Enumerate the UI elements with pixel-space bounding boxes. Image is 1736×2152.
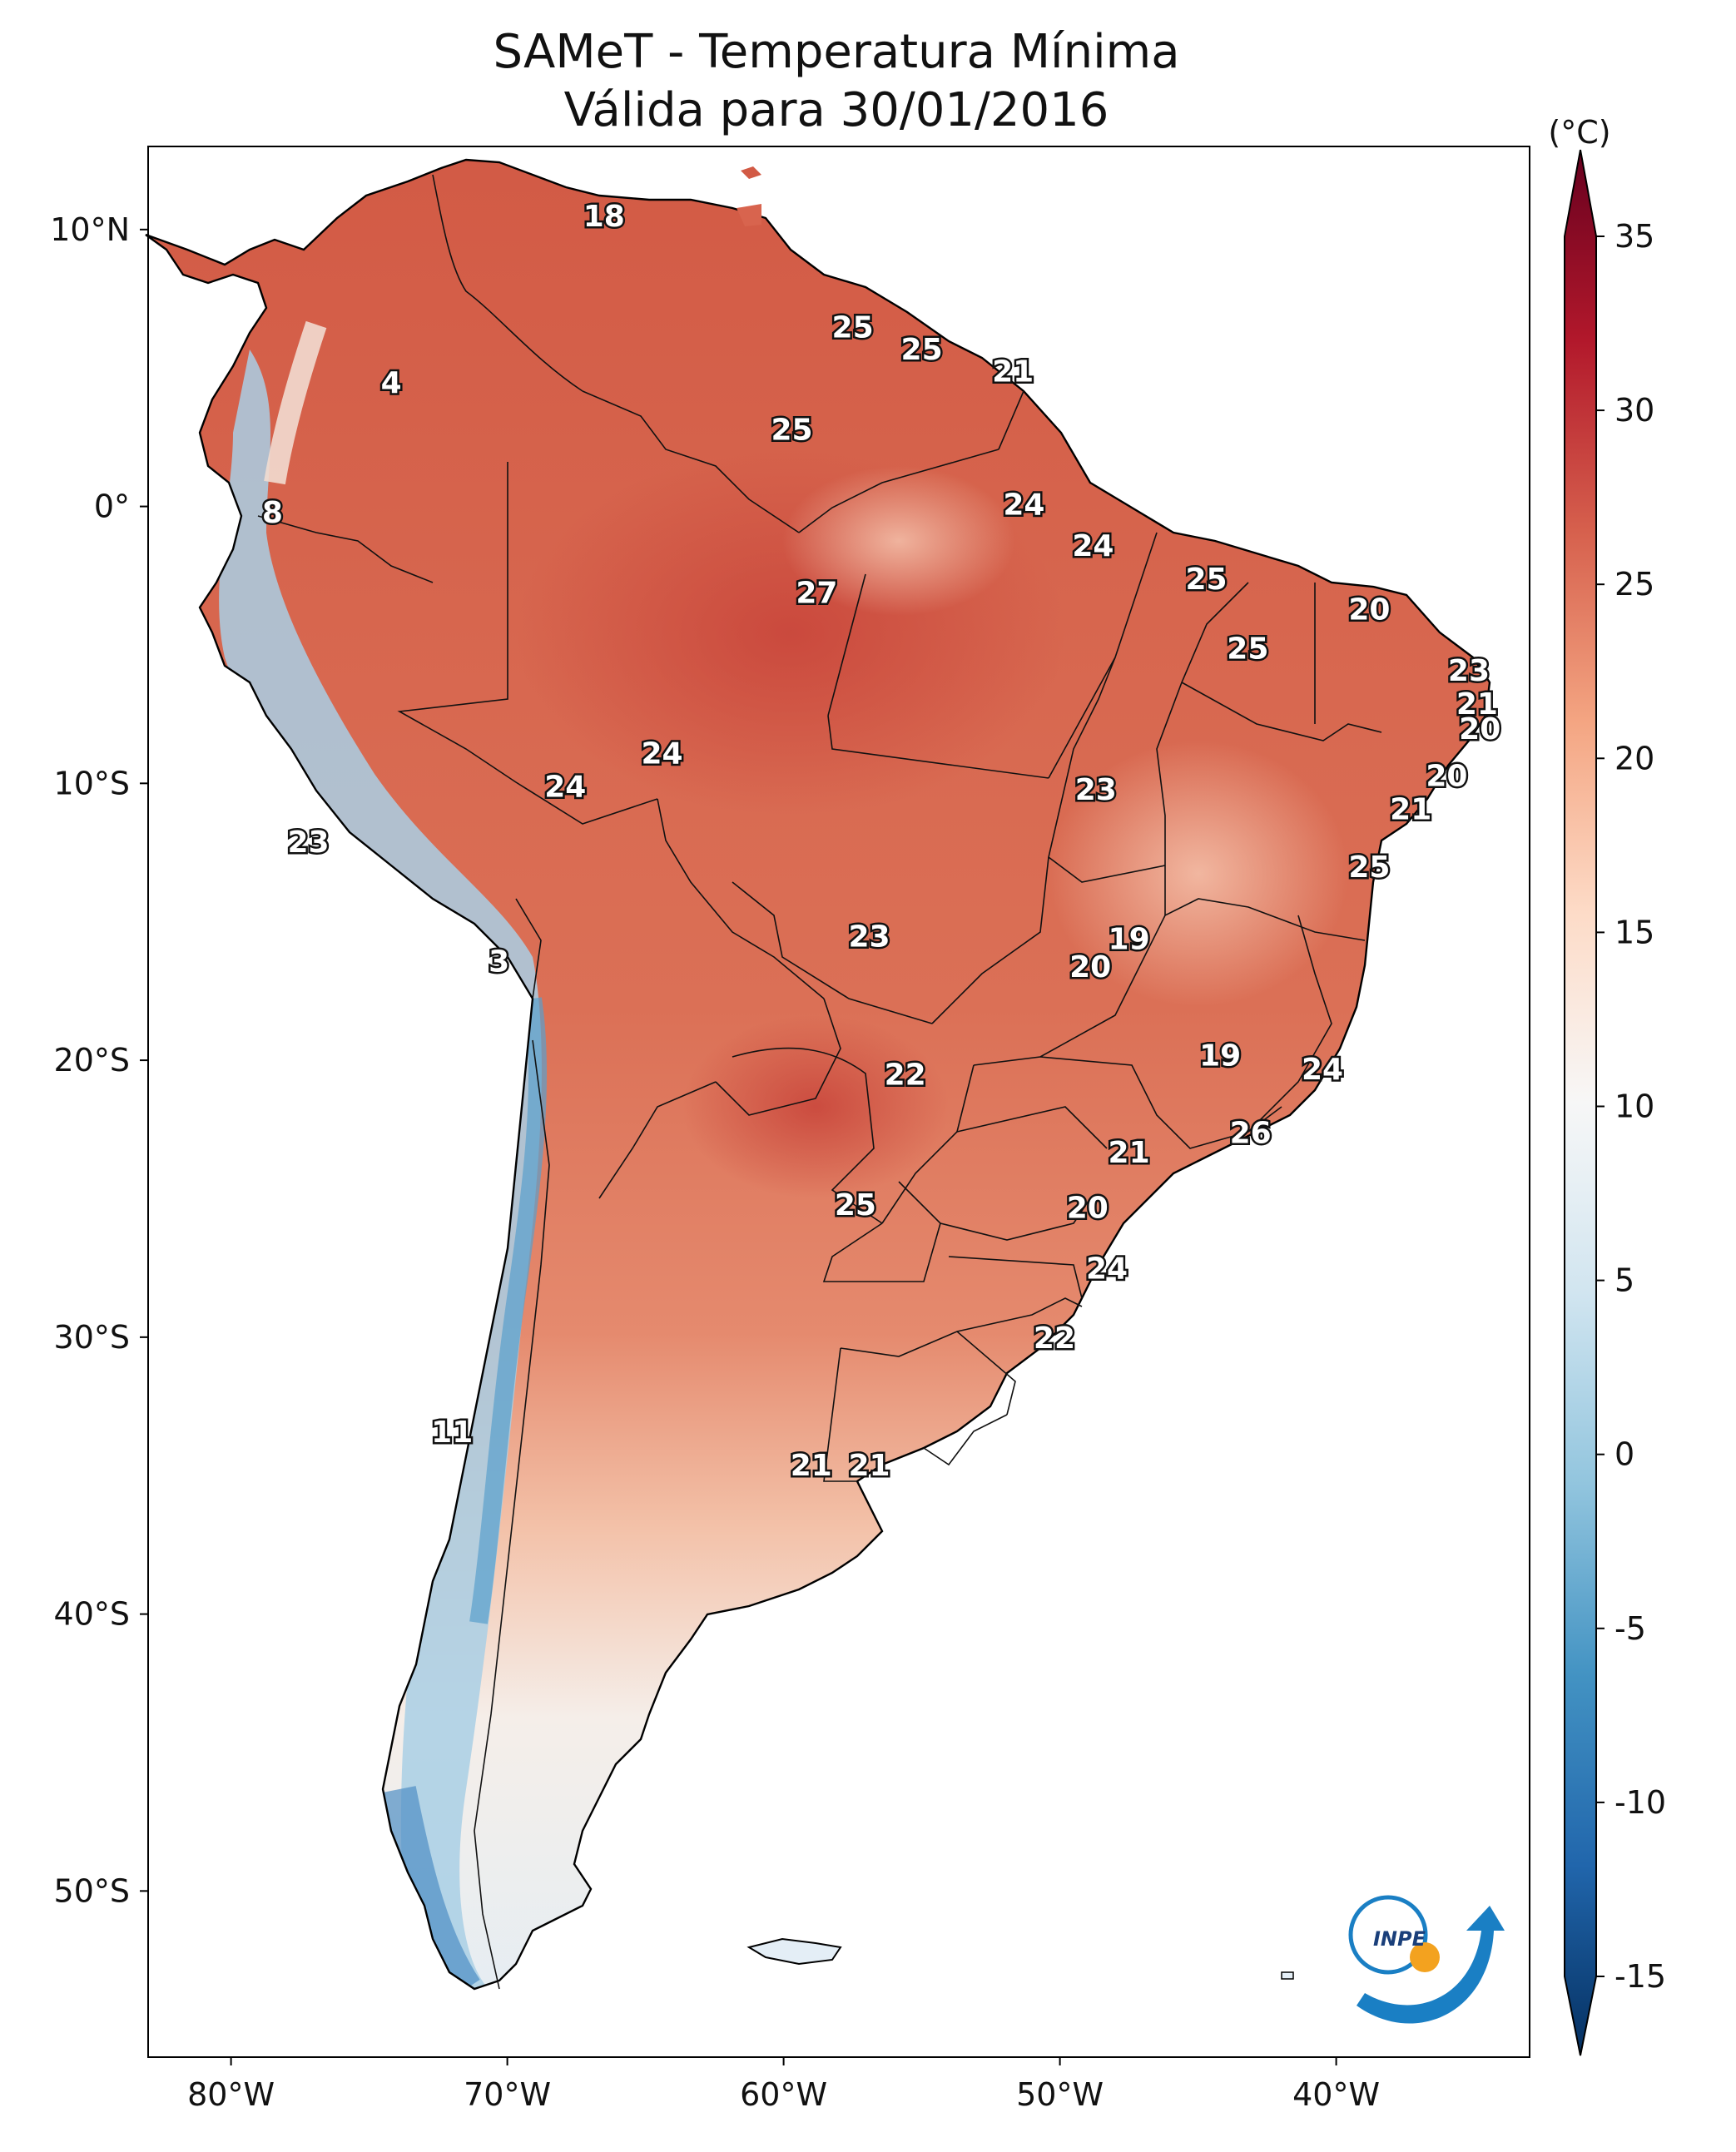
temperature-value-label: 24 bbox=[1072, 529, 1114, 563]
temperature-value-label: 23 bbox=[848, 920, 890, 954]
title-line-1: SAMeT - Temperatura Mínima bbox=[493, 25, 1180, 79]
inpe-logo-text: INPE bbox=[1373, 1927, 1426, 1951]
latitude-tick-label: 50°S bbox=[54, 1872, 130, 1909]
temperature-value-label: 23 bbox=[1075, 773, 1117, 807]
inpe-logo: INPE bbox=[1348, 1895, 1505, 2024]
temperature-value-label: 24 bbox=[641, 737, 682, 771]
latitude-tick-label: 40°S bbox=[54, 1596, 130, 1633]
longitude-tick-label: 40°W bbox=[1292, 2076, 1380, 2113]
temperature-value-label: 24 bbox=[1302, 1053, 1343, 1087]
temperature-value-label: 8 bbox=[262, 496, 283, 530]
longitude-tick-label: 60°W bbox=[740, 2076, 827, 2113]
temperature-value-label: 24 bbox=[544, 771, 586, 805]
map-title: SAMeT - Temperatura Mínima Válida para 3… bbox=[150, 23, 1523, 140]
temperature-value-label: 20 bbox=[1067, 1191, 1109, 1225]
longitude-ticks: 80°W 70°W 60°W 50°W 40°W bbox=[187, 2057, 1380, 2113]
colorbar-tick-label: 35 bbox=[1614, 218, 1654, 255]
temperature-value-label: 25 bbox=[901, 333, 943, 367]
temperature-value-label: 25 bbox=[1186, 563, 1228, 597]
temperature-value-label: 24 bbox=[1003, 488, 1044, 522]
latitude-tick-label: 10°S bbox=[54, 765, 130, 801]
temperature-value-label: 25 bbox=[832, 310, 874, 345]
temperature-value-label: 4 bbox=[381, 366, 402, 400]
temperature-value-label: 26 bbox=[1230, 1117, 1272, 1151]
title-line-2: Válida para 30/01/2016 bbox=[563, 83, 1109, 137]
temperature-value-label: 21 bbox=[791, 1449, 832, 1483]
colorbar-tick-label: 10 bbox=[1614, 1088, 1654, 1125]
temperature-value-label: 25 bbox=[1348, 850, 1390, 885]
temperature-value-label: 21 bbox=[1390, 792, 1431, 826]
colorbar-tick-label: 25 bbox=[1614, 566, 1654, 602]
temperature-value-label: 25 bbox=[771, 413, 813, 447]
colorbar-tick-label: 0 bbox=[1614, 1436, 1634, 1473]
temperature-value-label: 21 bbox=[848, 1449, 890, 1483]
islands bbox=[737, 166, 1294, 1980]
temperature-value-label: 22 bbox=[885, 1059, 926, 1093]
longitude-tick-label: 70°W bbox=[464, 2076, 551, 2113]
temperature-value-label: 3 bbox=[489, 945, 509, 979]
colorbar-tick-label: 15 bbox=[1614, 914, 1654, 950]
colorbar-ticks: 35 30 25 20 15 10 5 0 -5 -10 -15 bbox=[1596, 218, 1666, 1995]
latitude-tick-label: 20°S bbox=[54, 1042, 130, 1078]
temperature-value-label: 19 bbox=[1109, 923, 1150, 957]
latitude-tick-label: 0° bbox=[94, 488, 130, 525]
colorbar-bar bbox=[1564, 149, 1597, 2056]
colorbar-tick-label: 30 bbox=[1614, 392, 1654, 429]
temperature-value-label: 21 bbox=[1109, 1136, 1150, 1170]
temperature-value-label: 20 bbox=[1348, 593, 1390, 627]
temperature-value-label: 20 bbox=[1459, 712, 1500, 746]
temperature-value-label: 25 bbox=[835, 1188, 876, 1222]
colorbar-tick-label: -15 bbox=[1614, 1958, 1666, 1995]
temperature-value-label: 24 bbox=[1086, 1252, 1128, 1287]
colorbar-tick-label: -5 bbox=[1614, 1610, 1646, 1647]
temperature-value-label: 27 bbox=[796, 577, 837, 611]
temperature-value-label: 20 bbox=[1069, 950, 1111, 984]
colorbar-tick-label: -10 bbox=[1614, 1784, 1666, 1821]
colorbar: (°C) 35 30 25 20 15 10 5 0 -5 -10 -15 bbox=[1548, 114, 1666, 2056]
country-borders bbox=[144, 158, 1491, 1991]
colorbar-unit: (°C) bbox=[1548, 114, 1610, 151]
temperature-value-label: 21 bbox=[992, 355, 1034, 389]
latitude-ticks: 10°N 0° 10°S 20°S 30°S 40°S 50°S bbox=[50, 211, 148, 1909]
temperature-value-label: 25 bbox=[1227, 632, 1268, 666]
latitude-tick-label: 10°N bbox=[50, 211, 130, 248]
temperature-value-label: 20 bbox=[1426, 759, 1467, 793]
latitude-tick-label: 30°S bbox=[54, 1319, 130, 1356]
temperature-value-label: 19 bbox=[1199, 1039, 1241, 1073]
temperature-value-label: 23 bbox=[288, 826, 330, 860]
longitude-tick-label: 50°W bbox=[1016, 2076, 1104, 2113]
temperature-value-label: 11 bbox=[431, 1416, 473, 1450]
temperature-value-label: 18 bbox=[583, 200, 625, 234]
temperature-value-label: 22 bbox=[1034, 1321, 1075, 1356]
colorbar-tick-label: 20 bbox=[1614, 740, 1654, 776]
longitude-tick-label: 80°W bbox=[187, 2076, 275, 2113]
temperature-value-label: 21 bbox=[1456, 687, 1498, 721]
colorbar-tick-label: 5 bbox=[1614, 1262, 1634, 1299]
temperature-value-label: 23 bbox=[1448, 654, 1490, 688]
